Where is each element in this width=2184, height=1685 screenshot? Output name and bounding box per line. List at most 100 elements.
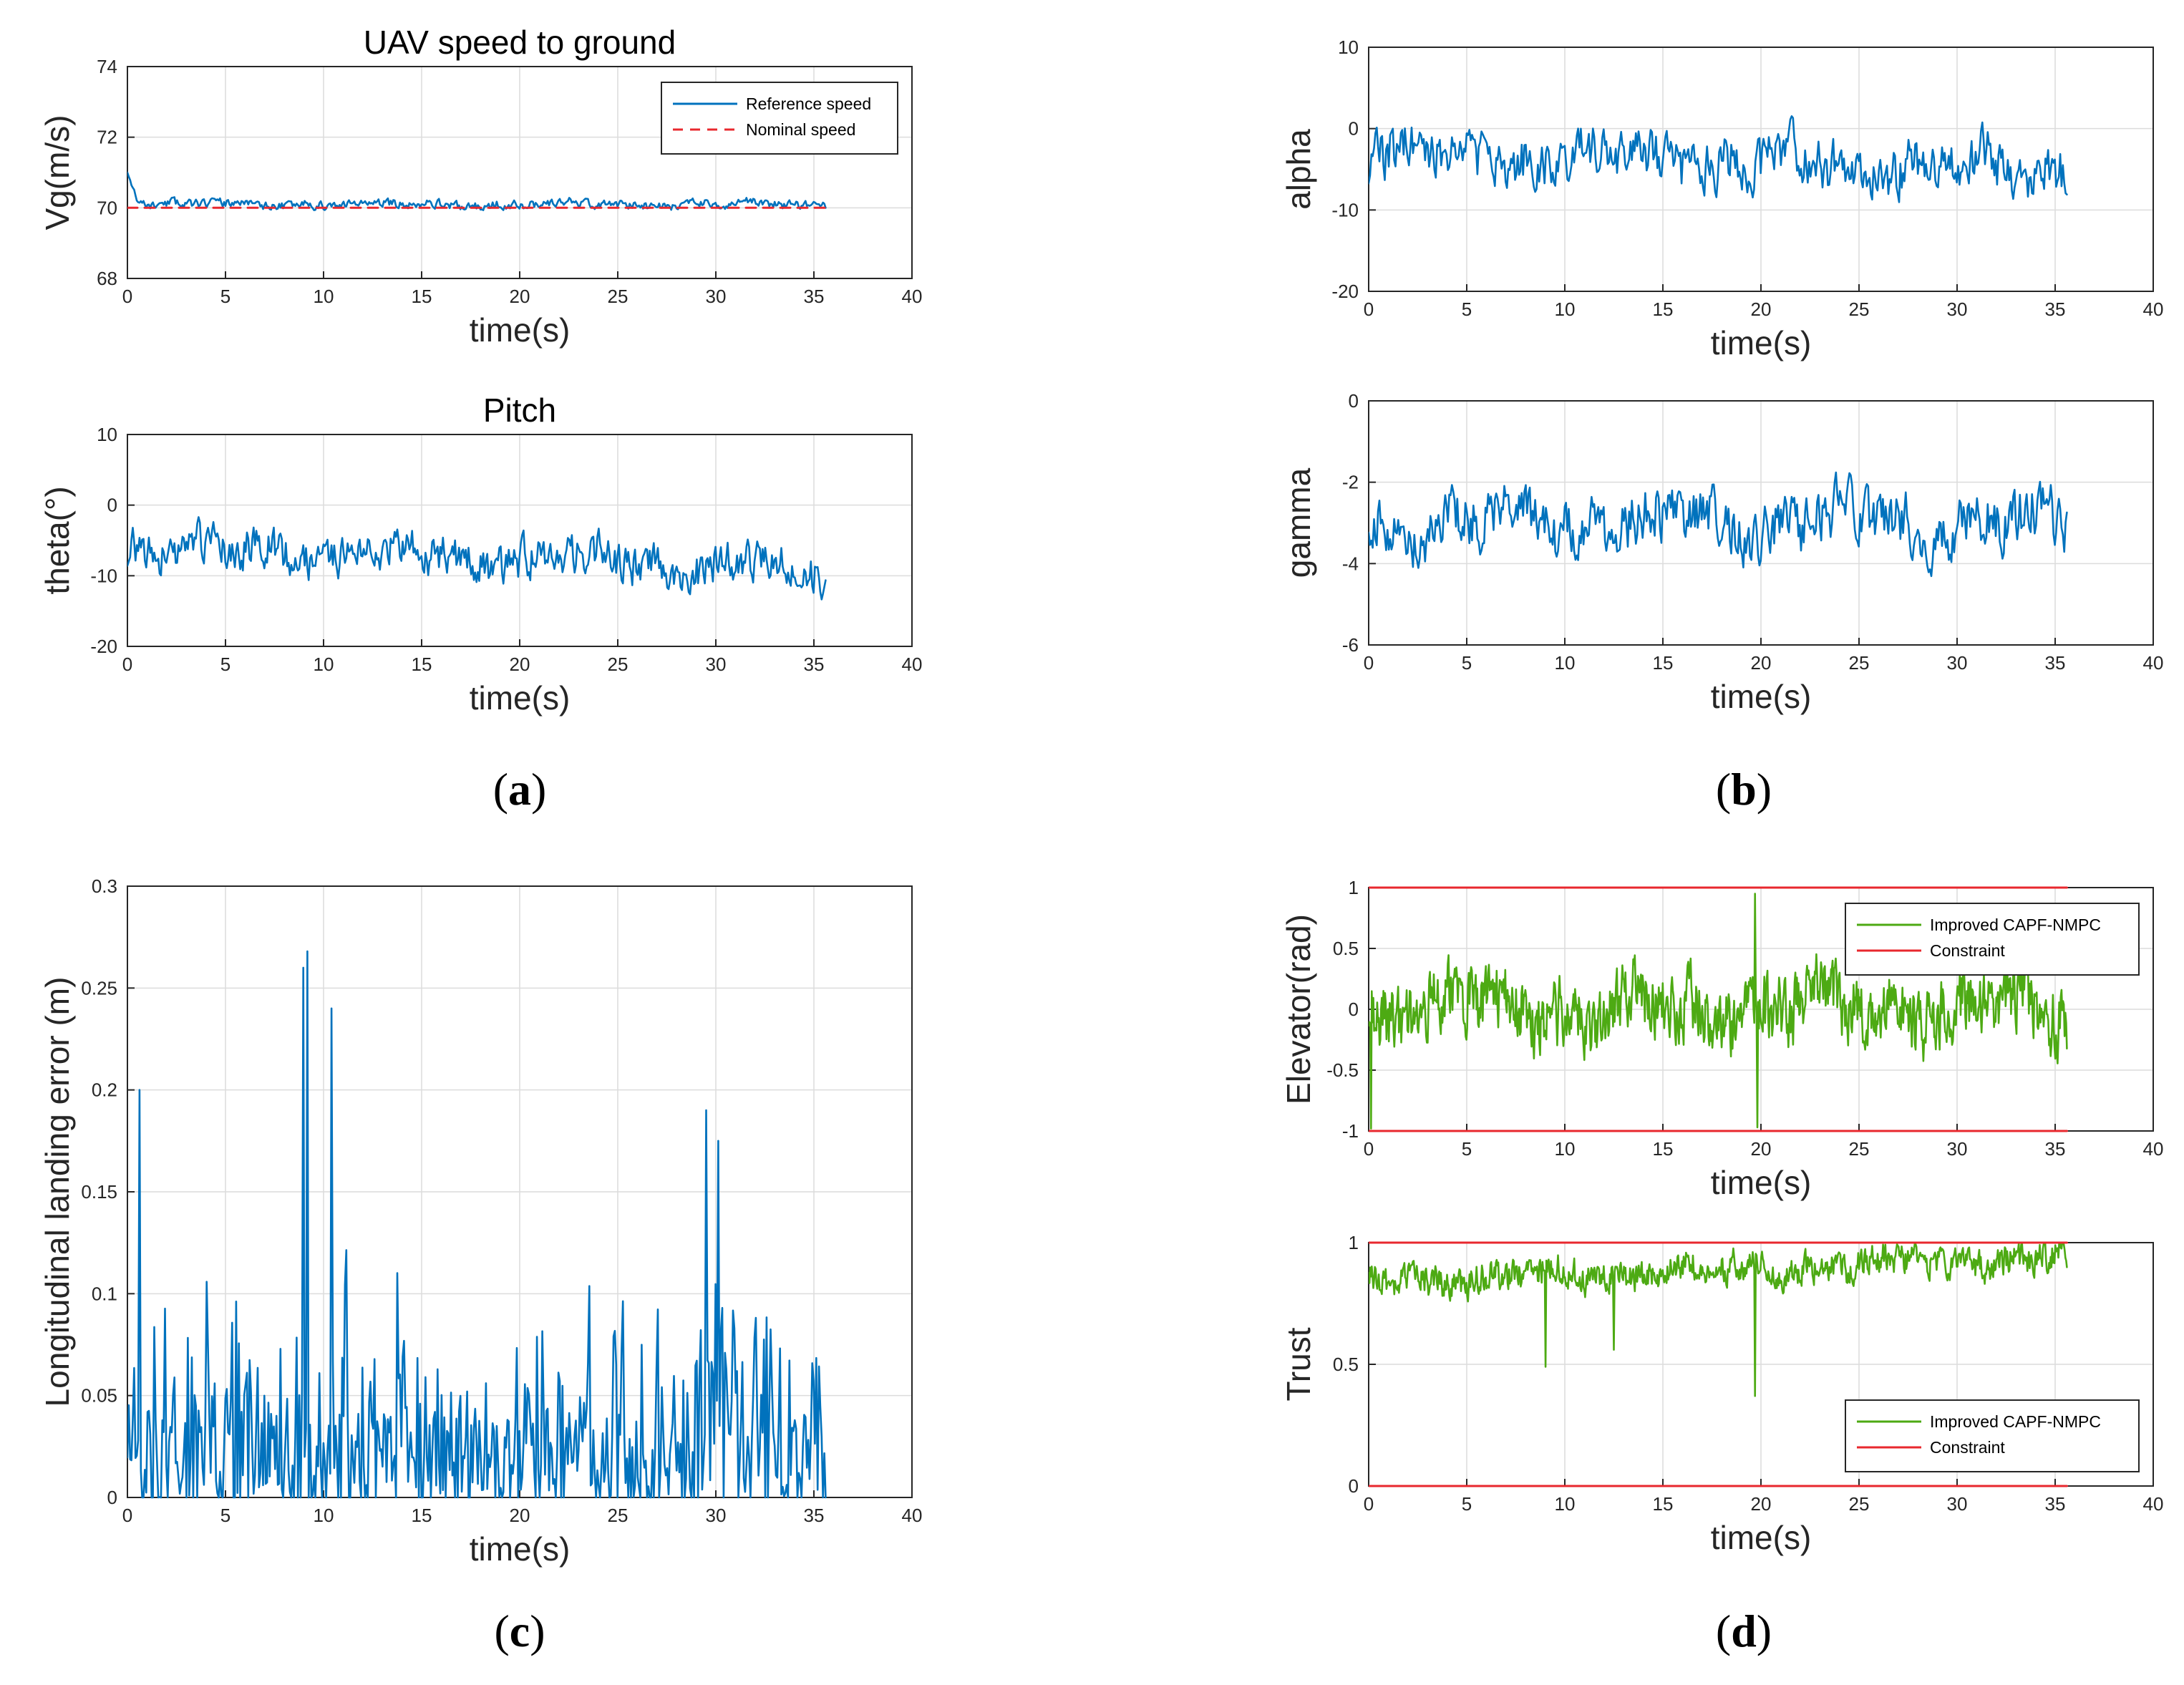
y-tick-label: 0 bbox=[1349, 1475, 1359, 1497]
panel-label-d: (d) bbox=[1716, 1606, 1772, 1656]
series-improved-capf-nmpc bbox=[1369, 893, 2068, 1130]
y-tick-label: 0.25 bbox=[81, 977, 117, 999]
x-axis-label: time(s) bbox=[1711, 1164, 1812, 1201]
y-tick-label: 0 bbox=[1349, 390, 1359, 412]
x-tick-label: 35 bbox=[804, 654, 825, 675]
x-tick-label: 10 bbox=[1555, 1493, 1576, 1515]
x-tick-label: 35 bbox=[2045, 298, 2066, 320]
y-tick-label: -10 bbox=[90, 565, 117, 586]
x-tick-label: 40 bbox=[902, 654, 923, 675]
y-tick-label: -20 bbox=[90, 636, 117, 657]
y-tick-label: 0.2 bbox=[92, 1079, 117, 1101]
x-tick-label: 5 bbox=[1462, 1493, 1472, 1515]
x-tick-label: 10 bbox=[314, 286, 334, 307]
x-tick-label: 15 bbox=[1653, 1493, 1674, 1515]
legend-entry: Nominal speed bbox=[746, 120, 855, 139]
legend-entry: Constraint bbox=[1930, 941, 2005, 960]
x-tick-label: 10 bbox=[314, 654, 334, 675]
plot-frame bbox=[127, 434, 913, 647]
x-tick-label: 35 bbox=[2045, 1493, 2066, 1515]
y-tick-label: 10 bbox=[97, 424, 117, 445]
x-tick-label: 15 bbox=[412, 286, 432, 307]
chart-b2: 0 5 10 15 20 25 30 35 40 -6 -4 -2 0 time(s) gamma bbox=[1280, 390, 2163, 715]
legend-entry: Reference speed bbox=[746, 94, 871, 113]
chart-b1: 0 5 10 15 20 25 30 35 40 -20 -10 0 10 time(s) alpha bbox=[1280, 37, 2163, 361]
x-tick-label: 0 bbox=[1364, 298, 1374, 320]
x-tick-label: 15 bbox=[412, 654, 432, 675]
chart-d1: 0 5 10 15 20 25 30 35 40 -1 -0.5 0 0.5 1 time(s) Elevat… bbox=[1280, 877, 2163, 1201]
y-tick-label: -10 bbox=[1331, 199, 1359, 220]
y-axis-label: Elevator(rad) bbox=[1280, 914, 1317, 1104]
y-tick-label: 0.5 bbox=[1333, 938, 1359, 959]
y-tick-label: 10 bbox=[1338, 37, 1359, 58]
x-tick-label: 10 bbox=[314, 1505, 334, 1526]
x-tick-label: 25 bbox=[608, 1505, 628, 1526]
y-axis-label: Longitudinal landing error (m) bbox=[39, 977, 76, 1407]
panel-label-a: (a) bbox=[493, 764, 547, 815]
x-tick-label: 40 bbox=[2143, 298, 2164, 320]
x-tick-label: 0 bbox=[1364, 1493, 1374, 1515]
x-tick-label: 20 bbox=[1751, 1138, 1772, 1160]
series-error bbox=[127, 950, 827, 1499]
x-tick-label: 40 bbox=[2143, 1493, 2164, 1515]
x-tick-label: 30 bbox=[1947, 298, 1968, 320]
chart-a2: 0 5 10 15 20 25 30 35 40 -20 -10 0 10 Pitch time(s) the… bbox=[39, 392, 922, 717]
x-axis-label: time(s) bbox=[1711, 324, 1812, 361]
x-tick-label: 30 bbox=[706, 654, 727, 675]
x-tick-label: 20 bbox=[1751, 652, 1772, 674]
x-tick-label: 35 bbox=[2045, 652, 2066, 674]
chart-a1: 0 5 10 15 20 25 30 35 40 68 70 72 74 UAV speed to gro… bbox=[39, 24, 922, 349]
legend: Improved CAPF-NMPC Constraint bbox=[1845, 1399, 2140, 1472]
y-tick-label: 1 bbox=[1349, 1232, 1359, 1253]
panel-label-b: (b) bbox=[1716, 764, 1772, 815]
y-tick-label: 0.05 bbox=[81, 1385, 117, 1407]
y-axis-label: Vg(m/s) bbox=[39, 115, 76, 230]
x-tick-label: 25 bbox=[608, 286, 628, 307]
x-tick-label: 15 bbox=[1653, 298, 1674, 320]
y-axis-label: gamma bbox=[1280, 467, 1317, 578]
y-tick-label: 0.1 bbox=[92, 1283, 117, 1304]
y-axis-label: alpha bbox=[1280, 129, 1317, 210]
x-axis-label: time(s) bbox=[1711, 1519, 1812, 1556]
x-tick-label: 35 bbox=[804, 286, 825, 307]
x-axis-label: time(s) bbox=[470, 679, 571, 717]
x-tick-label: 5 bbox=[1462, 298, 1472, 320]
x-axis-label: time(s) bbox=[1711, 678, 1812, 715]
y-tick-label: -2 bbox=[1342, 472, 1359, 493]
x-tick-label: 25 bbox=[1849, 1138, 1870, 1160]
chart-d2: 0 5 10 15 20 25 30 35 40 0 0.5 1 time(s) Trust Improve… bbox=[1280, 1232, 2163, 1556]
legend-entry: Constraint bbox=[1930, 1438, 2005, 1457]
x-tick-label: 0 bbox=[1364, 1138, 1374, 1160]
x-tick-label: 25 bbox=[1849, 298, 1870, 320]
y-tick-label: 74 bbox=[97, 56, 117, 77]
x-tick-label: 10 bbox=[1555, 1138, 1576, 1160]
legend-box bbox=[661, 82, 898, 155]
x-tick-label: 15 bbox=[1653, 1138, 1674, 1160]
plot-frame bbox=[1368, 400, 2154, 646]
x-tick-label: 35 bbox=[804, 1505, 825, 1526]
plot-frame bbox=[127, 885, 913, 1498]
x-tick-label: 40 bbox=[902, 1505, 923, 1526]
x-tick-label: 5 bbox=[220, 1505, 230, 1526]
plot-frame bbox=[1368, 47, 2154, 292]
y-tick-label: -20 bbox=[1331, 281, 1359, 302]
x-tick-label: 40 bbox=[902, 286, 923, 307]
y-tick-label: 0 bbox=[1349, 999, 1359, 1020]
x-tick-label: 30 bbox=[1947, 1138, 1968, 1160]
x-tick-label: 5 bbox=[220, 654, 230, 675]
x-tick-label: 20 bbox=[1751, 298, 1772, 320]
y-tick-label: -1 bbox=[1342, 1120, 1359, 1142]
x-tick-label: 20 bbox=[1751, 1493, 1772, 1515]
x-tick-label: 35 bbox=[2045, 1138, 2066, 1160]
x-tick-label: 5 bbox=[220, 286, 230, 307]
x-tick-label: 15 bbox=[1653, 652, 1674, 674]
x-axis-label: time(s) bbox=[470, 311, 571, 349]
y-tick-label: 72 bbox=[97, 127, 117, 148]
y-tick-label: 1 bbox=[1349, 877, 1359, 898]
panel-label-c: (c) bbox=[494, 1606, 545, 1656]
y-tick-label: 68 bbox=[97, 268, 117, 289]
x-tick-label: 30 bbox=[706, 286, 727, 307]
series-theta bbox=[127, 516, 827, 601]
legend-box bbox=[1845, 1399, 2140, 1472]
